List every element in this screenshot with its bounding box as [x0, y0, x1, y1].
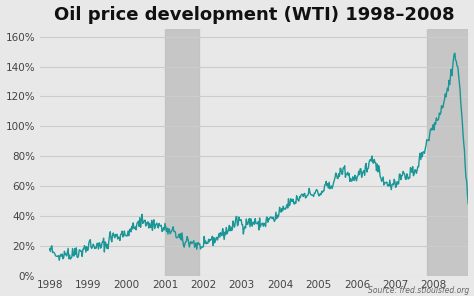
Bar [428, 29, 468, 276]
Title: Oil price development (WTI) 1998–2008: Oil price development (WTI) 1998–2008 [54, 6, 455, 24]
Text: Source: fred.stlouisfed.org: Source: fred.stlouisfed.org [368, 286, 469, 295]
Bar [165, 29, 200, 276]
